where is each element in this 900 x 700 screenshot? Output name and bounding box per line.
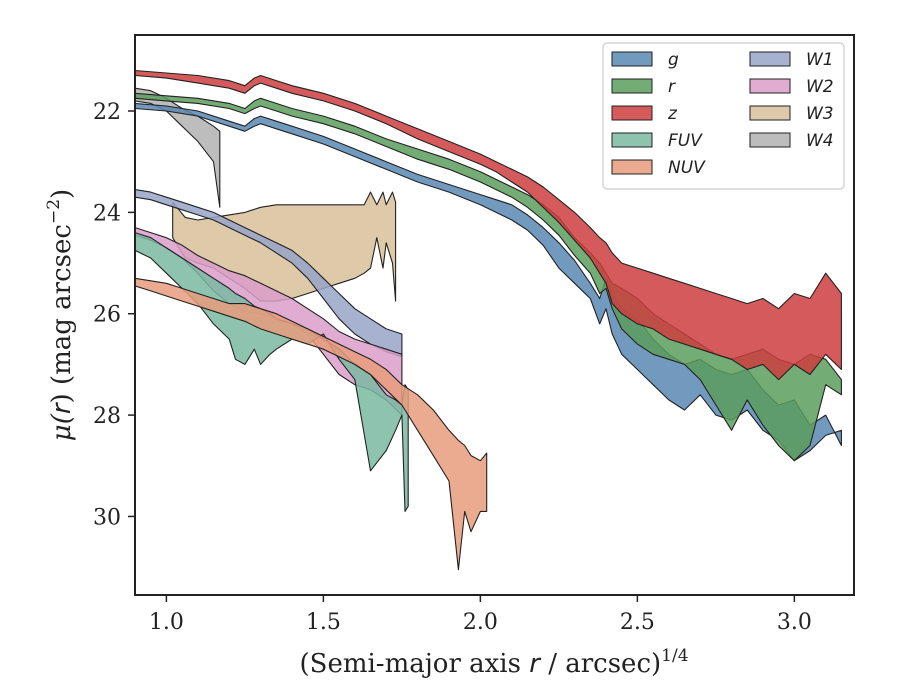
y-tick-label: 28 [93, 404, 121, 429]
legend-swatch-w2 [749, 78, 791, 94]
legend-label-w1: W1 [806, 50, 834, 70]
x-tick-label: 3.0 [777, 610, 812, 635]
band-nuv [135, 277, 488, 571]
y-axis-label: μ(r) (mag arcsec−2) [44, 189, 77, 441]
band-g [135, 102, 842, 462]
x-tick-label: 1.5 [306, 610, 341, 635]
x-axis-ticks: 1.0 1.5 2.0 2.5 3.0 [149, 595, 812, 635]
legend-swatch-w4 [749, 132, 791, 148]
legend-swatch-g [611, 51, 653, 67]
x-tick-label: 2.0 [463, 610, 498, 635]
legend-swatch-nuv [611, 159, 653, 175]
legend-label-g: g [668, 50, 679, 70]
y-tick-label: 22 [93, 100, 121, 125]
x-tick-label: 1.0 [149, 610, 184, 635]
y-tick-label: 24 [93, 201, 121, 226]
legend-label-nuv: NUV [668, 158, 706, 178]
legend-swatch-r [611, 78, 653, 94]
plot-frame [134, 34, 855, 596]
legend-label-r: r [668, 77, 676, 97]
legend-label-fuv: FUV [668, 131, 703, 151]
legend-swatch-w1 [749, 51, 791, 67]
y-axis-ticks: 22 24 26 28 30 [93, 100, 135, 530]
legend-label-w4: W4 [806, 131, 834, 151]
legend-swatch-z [611, 105, 653, 121]
legend-label-z: z [667, 104, 678, 124]
legend-swatch-fuv [611, 132, 653, 148]
legend-swatch-w3 [749, 105, 791, 121]
series-bands [135, 69, 842, 571]
y-tick-label: 30 [93, 505, 121, 530]
legend-label-w3: W3 [806, 104, 834, 124]
x-tick-label: 2.5 [620, 610, 655, 635]
band-r [135, 92, 842, 462]
legend: grz FUV NUV W1 W2 W3 W4 [602, 42, 845, 190]
band-z [135, 69, 842, 381]
y-tick-label: 26 [93, 303, 121, 328]
x-axis-label: (Semi-major axis r / arcsec)1/4 [299, 646, 688, 679]
legend-label-w2: W2 [806, 77, 834, 97]
